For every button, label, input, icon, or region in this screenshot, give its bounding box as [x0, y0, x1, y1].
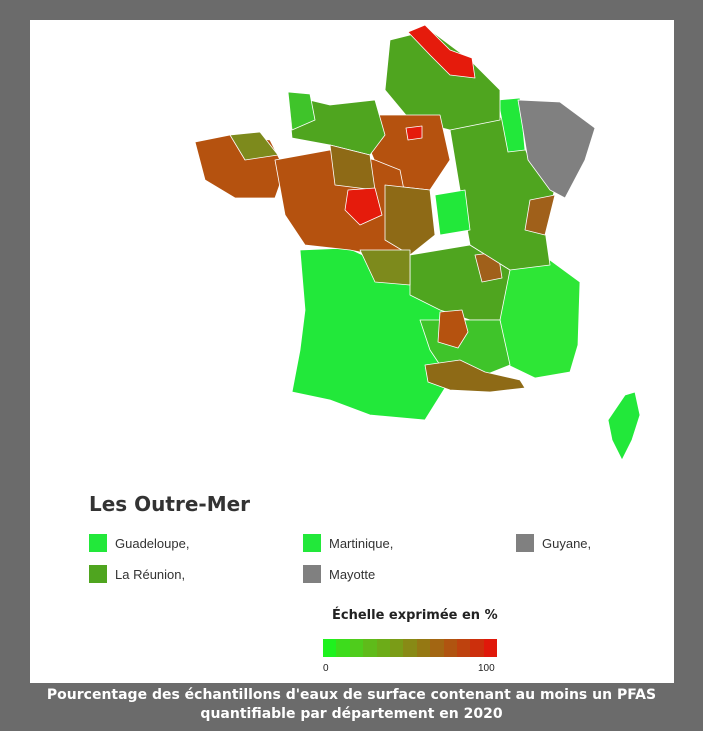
scale-step	[349, 639, 364, 657]
region-north	[384, 29, 501, 131]
legend-label: Guyane,	[542, 535, 592, 551]
legend-swatch	[89, 534, 107, 552]
region-limousin-olive	[359, 249, 411, 286]
caption-line-1: Pourcentage des échantillons d'eaux de s…	[46, 687, 657, 703]
region-alsace-gray	[517, 99, 596, 199]
map-panel: Les Outre-Mer Guadeloupe, Martinique, Gu…	[30, 20, 674, 683]
scale-max-label: 100	[478, 663, 495, 674]
scale-step	[443, 639, 457, 657]
legend-guyane: Guyane,	[516, 534, 591, 552]
scale-step	[323, 639, 337, 657]
legend-la-reunion: La Réunion,	[89, 565, 185, 583]
legend-label: Guadeloupe,	[115, 535, 190, 551]
legend-martinique: Martinique,	[303, 534, 393, 552]
scale-step	[416, 639, 431, 657]
legend-swatch	[516, 534, 534, 552]
region-burgundy-bright	[434, 189, 471, 236]
scale-step	[376, 639, 390, 657]
color-scale-bar	[323, 639, 498, 657]
corsica	[607, 391, 641, 461]
legend-label: Mayotte	[329, 566, 376, 582]
scale-step	[389, 639, 404, 657]
region-east-bright	[497, 97, 526, 153]
dept-cotes-olive	[229, 131, 279, 161]
dept-paris-red	[405, 125, 423, 141]
legend-label: La Réunion,	[115, 566, 186, 582]
scale-step	[456, 639, 471, 657]
scale-step	[363, 639, 377, 657]
region-med	[424, 359, 526, 393]
region-southeast	[499, 259, 581, 379]
scale-step	[483, 639, 498, 657]
region-nord-red	[407, 24, 476, 79]
france-department-map	[194, 24, 641, 461]
scale-title: Échelle exprimée en %	[332, 608, 498, 623]
legend-mayotte: Mayotte	[303, 565, 375, 583]
region-centre-olive	[384, 184, 436, 256]
figure-caption: Pourcentage des échantillons d'eaux de s…	[0, 686, 703, 724]
caption-line-2: quantifiable par département en 2020	[200, 706, 503, 722]
region-normandy-bright	[287, 91, 316, 131]
dept-loir-red	[344, 187, 383, 226]
legend-guadeloupe: Guadeloupe,	[89, 534, 189, 552]
outre-mer-title: Les Outre-Mer	[89, 492, 251, 516]
scale-step	[403, 639, 417, 657]
scale-step	[470, 639, 484, 657]
scale-step	[336, 639, 350, 657]
legend-swatch	[303, 534, 321, 552]
legend-swatch	[89, 565, 107, 583]
scale-min-label: 0	[323, 663, 329, 674]
scale-step	[430, 639, 444, 657]
dept-auvergne	[437, 309, 469, 349]
legend-swatch	[303, 565, 321, 583]
region-jura	[524, 194, 556, 236]
legend-label: Martinique,	[329, 535, 394, 551]
